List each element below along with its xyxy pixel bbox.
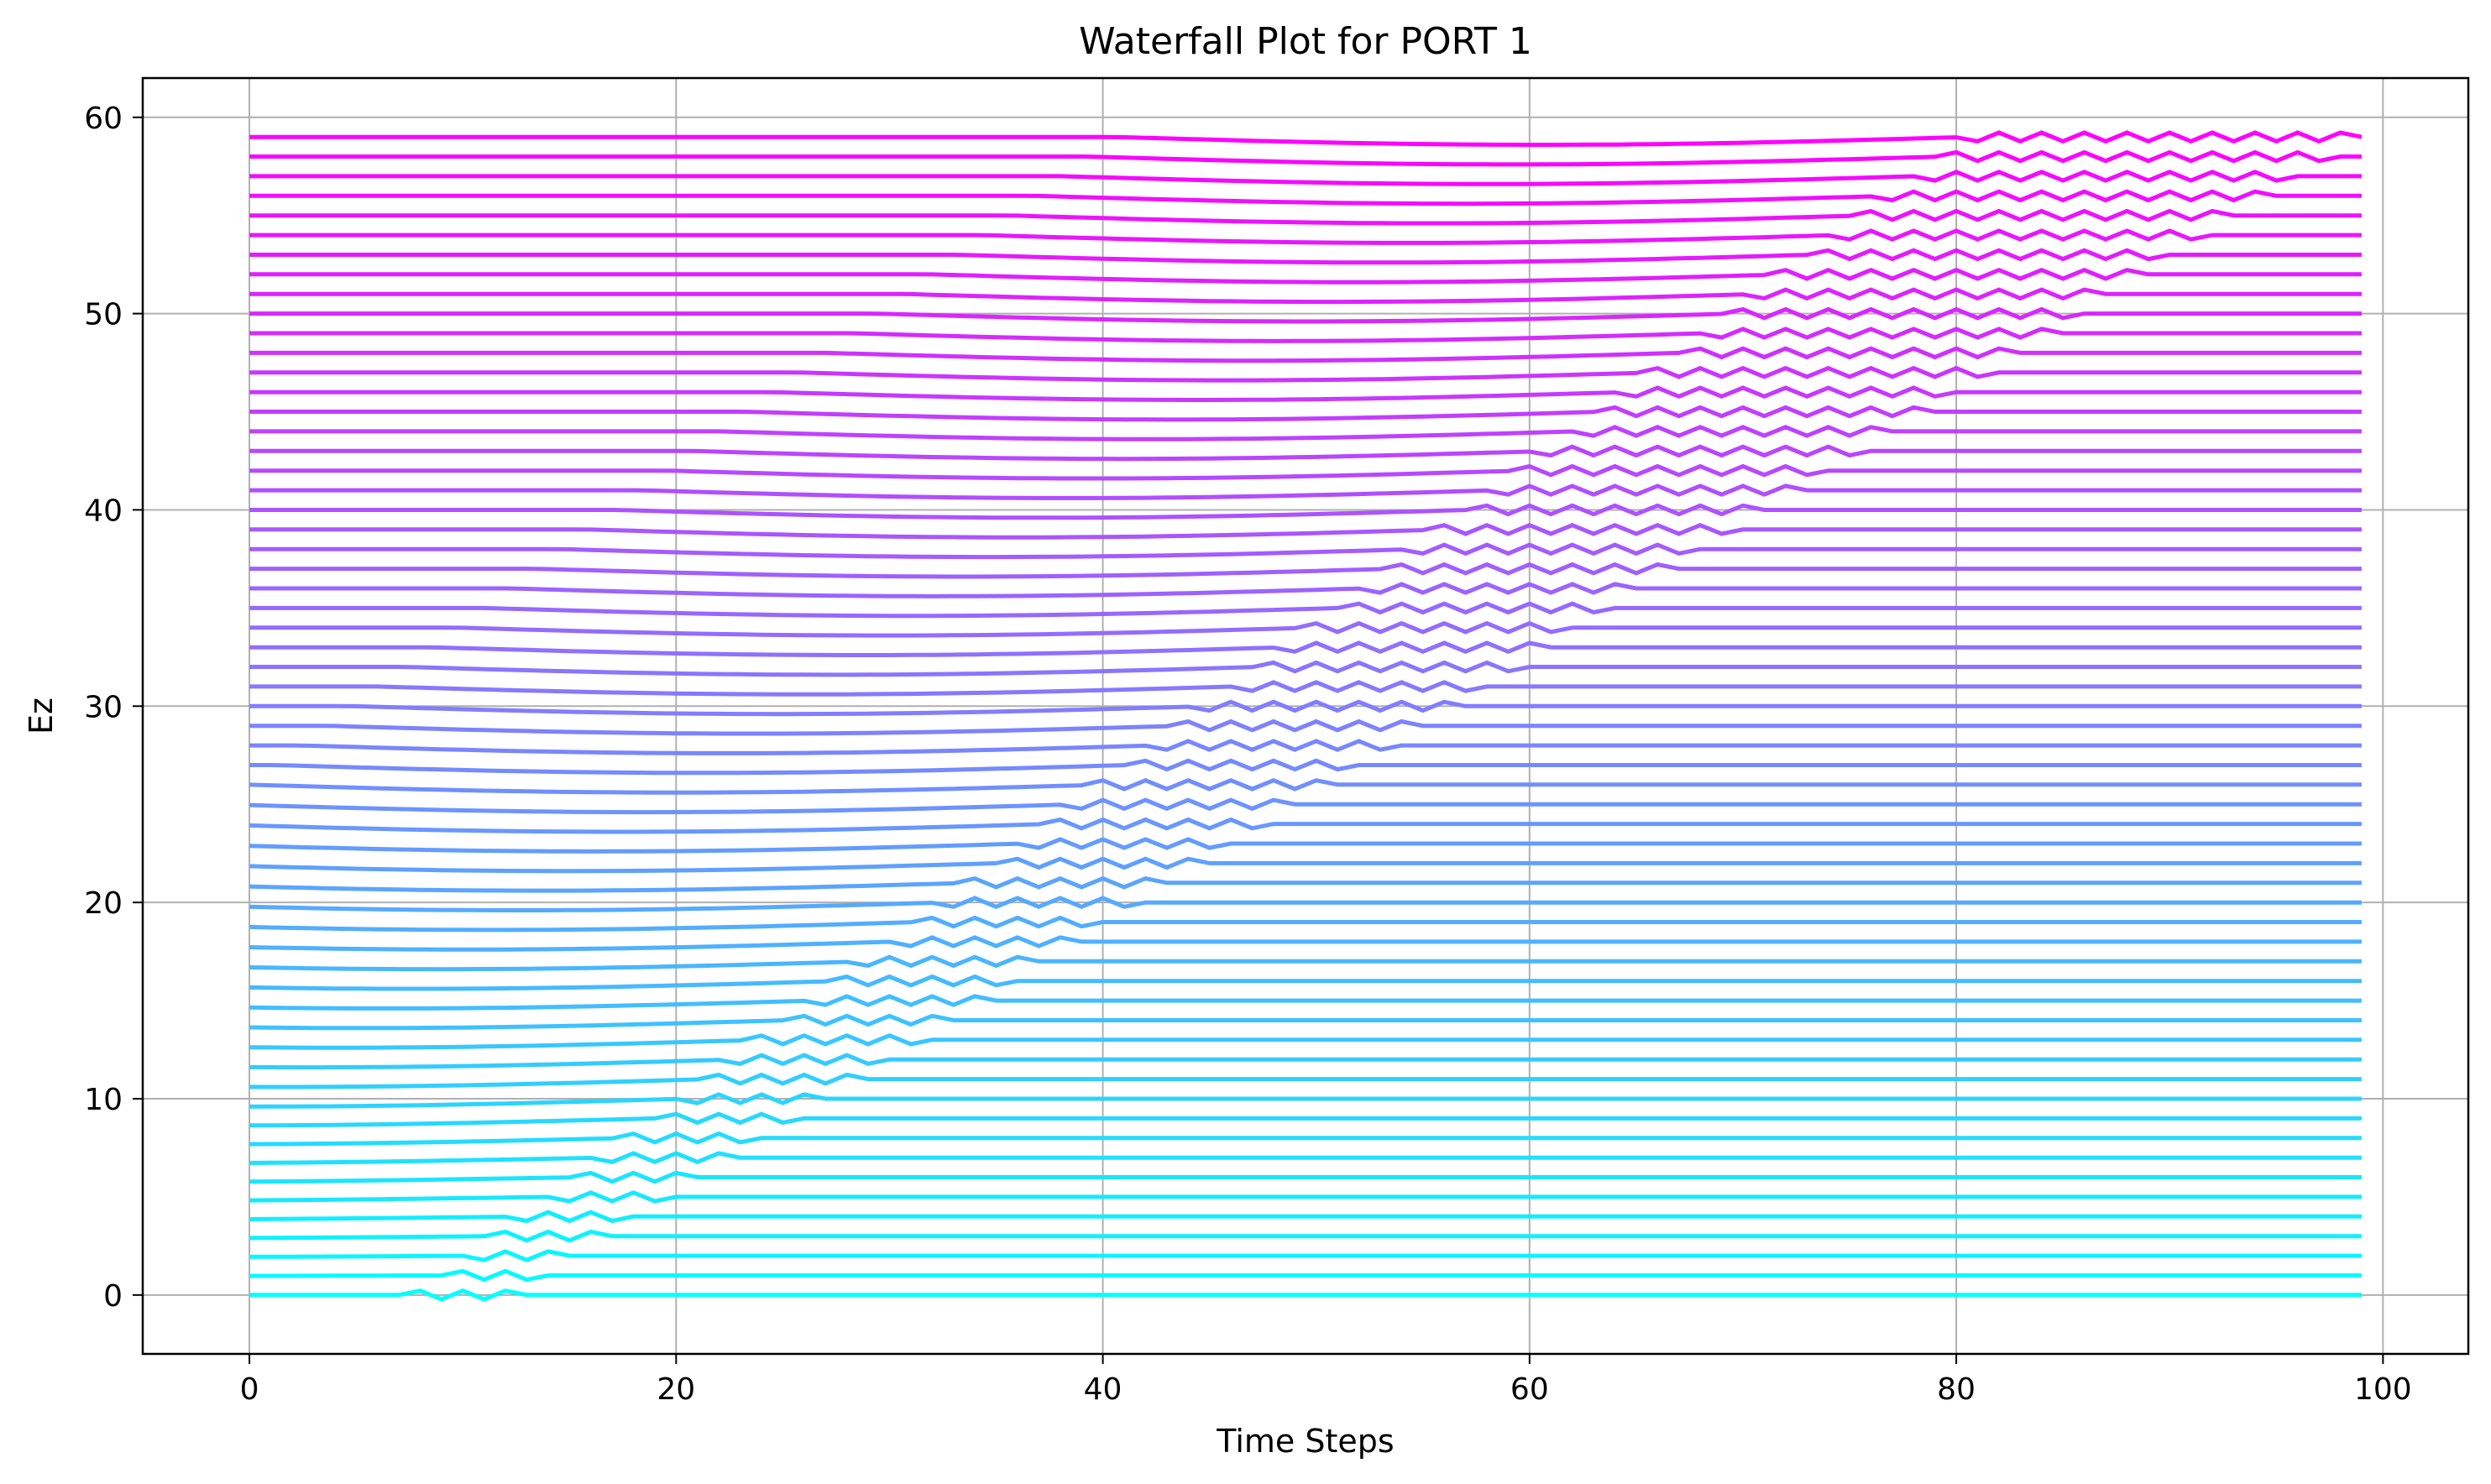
x-tick-label: 0 (240, 1372, 259, 1407)
trace-line-36 (249, 582, 2362, 598)
trace-line-20 (249, 896, 2362, 912)
y-tick-label: 10 (84, 1083, 123, 1117)
trace-line-39 (249, 523, 2362, 540)
trace-line-28 (249, 739, 2362, 755)
chart-title: Waterfall Plot for PORT 1 (1079, 20, 1532, 63)
trace-line-12 (249, 1053, 2362, 1070)
trace-line-17 (249, 954, 2362, 972)
trace-line-38 (249, 542, 2362, 560)
trace-line-11 (249, 1072, 2362, 1089)
trace-line-55 (249, 208, 2362, 226)
trace-line-26 (249, 778, 2362, 795)
trace-line-7 (249, 1151, 2362, 1165)
tick-group: 0 20 40 60 80 100 0 10 20 30 40 50 60 (84, 102, 2412, 1407)
trace-line-14 (249, 1013, 2362, 1031)
trace-line-35 (249, 601, 2362, 619)
y-tick-label: 20 (84, 886, 123, 921)
trace-line-0 (249, 1288, 2362, 1302)
trace-line-29 (249, 718, 2362, 736)
trace-line-46 (249, 385, 2362, 402)
trace-line-49 (249, 327, 2362, 343)
trace-line-6 (249, 1170, 2362, 1184)
trace-line-37 (249, 562, 2362, 579)
trace-line-3 (249, 1229, 2362, 1243)
trace-line-44 (249, 425, 2362, 442)
x-axis-label: Time Steps (1216, 1423, 1394, 1460)
x-tick-label: 60 (1510, 1372, 1549, 1407)
trace-line-34 (249, 620, 2362, 638)
trace-line-43 (249, 444, 2362, 462)
trace-line-42 (249, 463, 2362, 481)
trace-line-2 (249, 1249, 2362, 1262)
trace-line-57 (249, 170, 2362, 186)
trace-line-24 (249, 817, 2362, 834)
trace-line-13 (249, 1033, 2362, 1050)
trace-line-19 (249, 915, 2362, 933)
trace-line-25 (249, 797, 2362, 815)
trace-line-10 (249, 1092, 2362, 1109)
trace-line-53 (249, 248, 2362, 265)
trace-line-21 (249, 875, 2362, 893)
trace-line-18 (249, 935, 2362, 952)
trace-line-31 (249, 680, 2362, 697)
trace-group (249, 130, 2363, 1302)
trace-line-23 (249, 837, 2362, 854)
trace-line-51 (249, 287, 2362, 305)
trace-line-33 (249, 640, 2362, 657)
trace-line-22 (249, 856, 2362, 874)
y-tick-label: 60 (84, 102, 123, 136)
trace-line-54 (249, 228, 2362, 245)
trace-line-1 (249, 1268, 2362, 1283)
trace-line-15 (249, 994, 2362, 1011)
trace-line-9 (249, 1111, 2362, 1128)
trace-line-16 (249, 974, 2362, 991)
y-tick-label: 40 (84, 494, 123, 528)
trace-line-56 (249, 189, 2362, 206)
trace-line-32 (249, 660, 2362, 677)
y-tick-label: 50 (84, 298, 123, 332)
plot-frame (141, 76, 2470, 1356)
trace-line-59 (249, 130, 2363, 147)
trace-line-48 (249, 346, 2362, 363)
trace-line-50 (249, 306, 2362, 324)
trace-line-45 (249, 405, 2362, 422)
trace-line-30 (249, 699, 2362, 717)
trace-line-27 (249, 758, 2362, 776)
trace-line-5 (249, 1190, 2362, 1204)
trace-line-58 (249, 149, 2362, 167)
y-tick-label: 0 (103, 1279, 123, 1314)
x-tick-label: 80 (1937, 1372, 1976, 1407)
trace-line-40 (249, 503, 2362, 520)
trace-line-8 (249, 1131, 2362, 1147)
y-axis-label: Ez (23, 698, 60, 734)
trace-line-52 (249, 268, 2362, 285)
x-tick-label: 40 (1084, 1372, 1123, 1407)
trace-line-4 (249, 1210, 2362, 1224)
trace-line-47 (249, 365, 2362, 383)
x-tick-label: 100 (2354, 1372, 2412, 1407)
x-tick-label: 20 (657, 1372, 695, 1407)
trace-line-41 (249, 483, 2362, 500)
y-tick-label: 30 (84, 690, 123, 724)
